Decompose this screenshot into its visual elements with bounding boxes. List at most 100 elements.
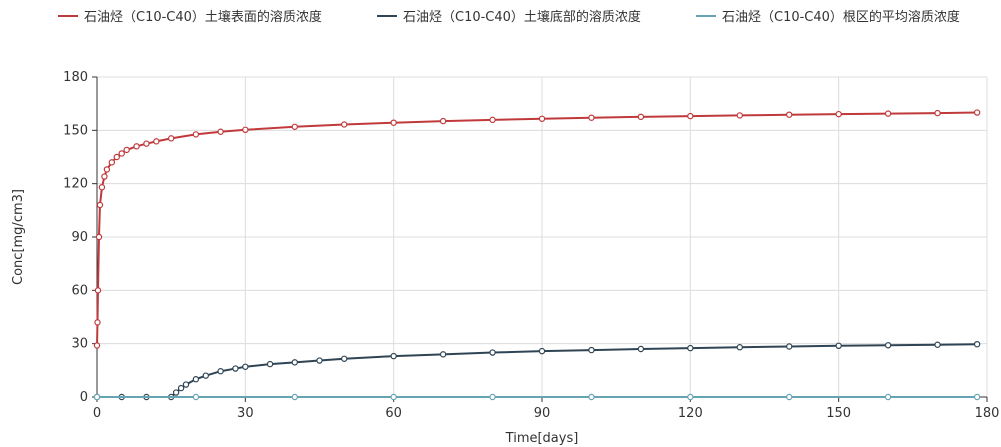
x-tick-label: 30 <box>237 406 254 421</box>
data-point <box>588 346 595 354</box>
x-tick-label: 180 <box>975 406 1000 421</box>
data-point <box>95 233 103 241</box>
data-point <box>291 393 298 401</box>
data-point <box>103 166 111 173</box>
data-point <box>93 342 101 349</box>
data-point <box>736 344 743 351</box>
data-point <box>316 357 323 364</box>
x-tick-label: 90 <box>534 406 551 421</box>
data-point <box>341 355 348 362</box>
data-point <box>177 384 185 392</box>
series-1 <box>93 109 981 349</box>
data-point <box>217 128 224 135</box>
data-point <box>973 393 981 401</box>
data-point <box>341 121 348 128</box>
legend: 石油烃（C10-C40）土壤表面的溶质浓度 石油烃（C10-C40）土壤底部的溶质… <box>58 9 960 25</box>
data-point <box>266 360 274 368</box>
data-point <box>687 344 694 352</box>
data-point <box>96 201 104 209</box>
series-3 <box>93 393 981 401</box>
data-point <box>202 372 209 379</box>
x-axis-title: Time[days] <box>505 431 579 446</box>
data-point <box>390 119 397 126</box>
data-point <box>588 114 595 121</box>
axes: 0 30 60 90 120 150 180 0 30 60 90 120 150 180 <box>63 70 999 421</box>
data-point <box>94 319 101 326</box>
data-point <box>538 115 546 122</box>
data-point <box>588 393 595 401</box>
series-line <box>97 343 978 398</box>
data-point <box>172 389 180 396</box>
data-point <box>123 146 130 154</box>
data-point <box>242 363 249 370</box>
data-point <box>192 131 200 138</box>
y-tick-label: 0 <box>80 390 88 405</box>
data-point <box>489 349 496 356</box>
data-point <box>973 341 981 348</box>
y-tick-label: 150 <box>63 123 88 138</box>
data-point <box>93 393 101 401</box>
data-point <box>884 393 892 401</box>
legend-label: 石油烃（C10-C40）土壤底部的溶质浓度 <box>403 9 641 25</box>
data-point <box>118 150 125 157</box>
y-tick-label: 90 <box>71 230 88 245</box>
data-point <box>232 365 239 372</box>
x-tick-label: 120 <box>678 406 703 421</box>
y-tick-label: 180 <box>63 70 88 85</box>
data-point <box>153 138 160 145</box>
data-point <box>687 112 694 120</box>
data-point <box>538 347 546 355</box>
data-point <box>108 159 116 166</box>
data-point <box>133 143 140 150</box>
data-point <box>736 112 743 119</box>
data-point <box>884 110 892 117</box>
data-point <box>884 342 892 349</box>
data-point <box>439 117 447 125</box>
data-point <box>242 126 249 134</box>
series-layer <box>93 109 981 401</box>
data-point <box>182 381 190 388</box>
data-point <box>934 109 941 117</box>
data-point <box>291 123 298 130</box>
data-point <box>113 153 120 161</box>
data-point <box>489 393 496 401</box>
series-line <box>96 111 978 346</box>
data-point <box>192 393 200 401</box>
data-point <box>637 113 645 121</box>
data-point <box>98 184 106 191</box>
legend-label: 石油烃（C10-C40）根区的平均溶质浓度 <box>722 9 960 25</box>
data-point <box>143 140 150 147</box>
x-tick-label: 60 <box>385 406 402 421</box>
legend-item: 石油烃（C10-C40）土壤底部的溶质浓度 <box>377 9 641 25</box>
y-tick-label: 30 <box>71 337 88 352</box>
data-point <box>101 173 108 180</box>
data-point <box>390 352 397 360</box>
data-point <box>291 359 298 366</box>
legend-item: 石油烃（C10-C40）根区的平均溶质浓度 <box>696 9 960 25</box>
data-point <box>192 376 200 383</box>
data-point <box>786 111 793 118</box>
data-point <box>489 116 496 124</box>
data-point <box>637 345 645 353</box>
data-point <box>835 110 842 118</box>
data-point <box>786 393 793 401</box>
data-point <box>390 393 397 401</box>
y-tick-label: 60 <box>71 283 88 298</box>
data-point <box>786 343 793 350</box>
legend-label: 石油烃（C10-C40）土壤表面的溶质浓度 <box>84 9 322 25</box>
series-2 <box>93 341 981 401</box>
data-point <box>835 342 842 349</box>
data-point <box>94 287 102 294</box>
y-axis-title: Conc[mg/cm3] <box>11 189 26 285</box>
data-point <box>934 341 941 348</box>
data-point <box>687 393 694 401</box>
data-point <box>217 368 224 375</box>
data-point <box>167 135 175 142</box>
x-tick-label: 0 <box>93 406 101 421</box>
x-tick-label: 150 <box>826 406 851 421</box>
legend-item: 石油烃（C10-C40）土壤表面的溶质浓度 <box>58 9 322 25</box>
data-point <box>439 351 447 358</box>
y-tick-label: 120 <box>63 177 88 192</box>
